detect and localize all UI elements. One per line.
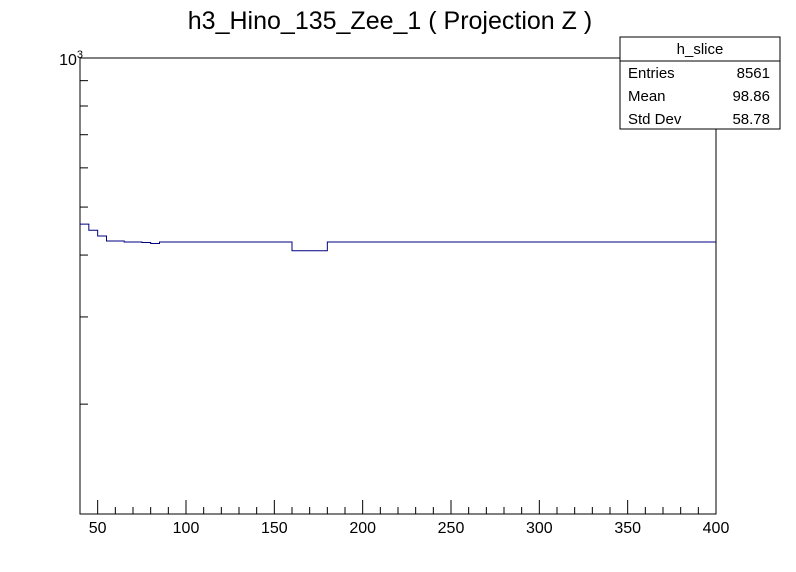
x-tick-label: 350 — [614, 520, 641, 537]
y-axis: 103 — [59, 49, 97, 405]
stats-mean-label: Mean — [628, 88, 666, 105]
stats-entries-label: Entries — [628, 65, 675, 82]
stats-box-name: h_slice — [677, 41, 724, 58]
x-axis: 50 100 150 200 250 300 350 400 — [79, 500, 730, 537]
stats-stddev-value: 58.78 — [732, 111, 770, 128]
stats-entries-value: 8561 — [737, 65, 770, 82]
x-tick-label: 50 — [89, 520, 107, 537]
stats-stddev-label: Std Dev — [628, 111, 682, 128]
x-tick-label: 200 — [349, 520, 376, 537]
stats-mean-value: 98.86 — [732, 88, 770, 105]
x-tick-label: 250 — [438, 520, 465, 537]
x-tick-label: 100 — [173, 520, 200, 537]
x-tick-label: 300 — [526, 520, 553, 537]
stats-box-frame — [619, 36, 781, 130]
y-tick-label: 103 — [59, 49, 83, 69]
x-tick-label: 150 — [261, 520, 288, 537]
x-tick-label: 400 — [703, 520, 730, 537]
histogram-line — [80, 223, 716, 252]
chart-title: h3_Hino_135_Zee_1 ( Projection Z ) — [188, 7, 592, 35]
histogram-series — [80, 223, 716, 252]
stats-box: h_slice Entries 8561 Mean 98.86 Std Dev … — [619, 36, 781, 130]
